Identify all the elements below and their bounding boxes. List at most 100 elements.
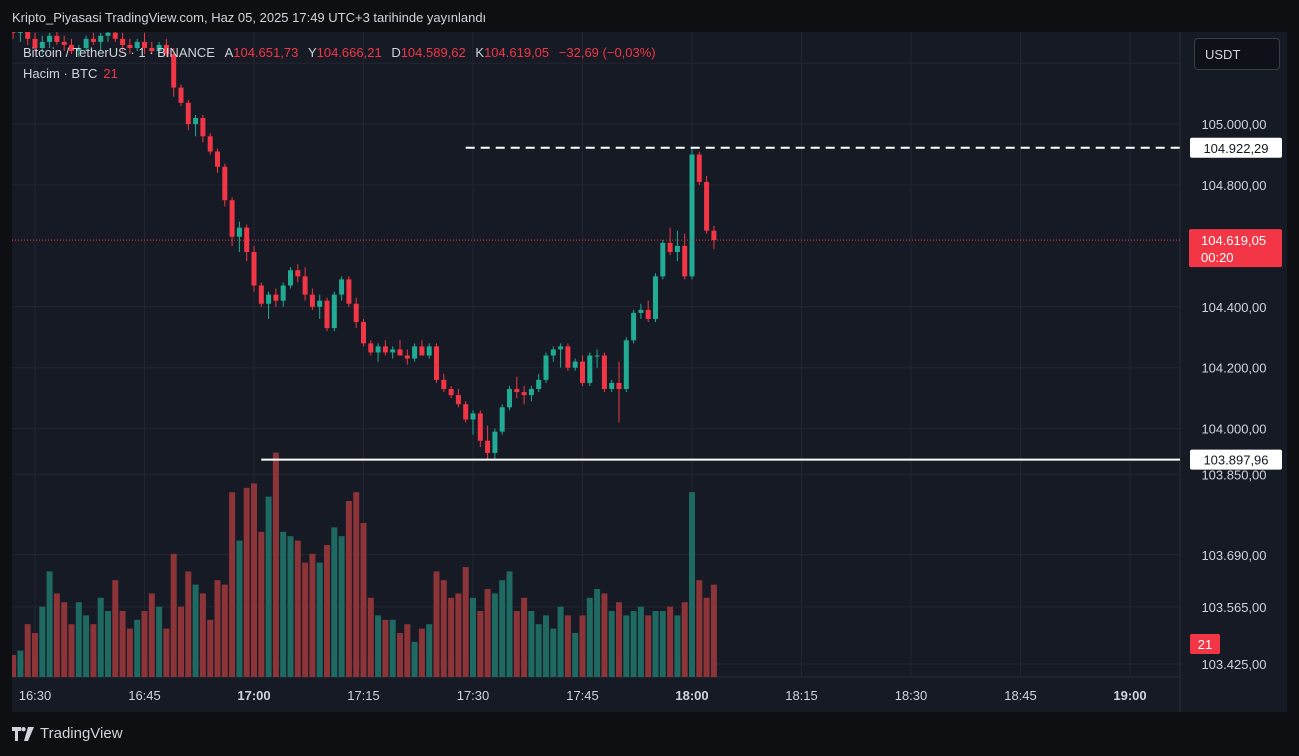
candle-body — [558, 346, 564, 350]
volume-bar — [506, 571, 513, 677]
candle-body — [98, 35, 104, 42]
candle-body — [550, 349, 556, 356]
volume-bar — [637, 606, 644, 677]
high-label: Y — [307, 45, 317, 60]
candlestick-chart[interactable]: 105.200,00105.000,00104.800,00104.400,00… — [12, 32, 1287, 712]
candle-body — [499, 407, 505, 432]
volume-bar — [105, 611, 111, 677]
volume-bar — [462, 567, 469, 677]
volume-bar — [199, 593, 206, 677]
volume-bar — [543, 615, 549, 677]
volume-badge-bg — [1190, 634, 1220, 654]
support-price-label: 103.897,96 — [1203, 453, 1268, 468]
candle-body — [120, 38, 126, 45]
ohlc-legend: Bitcoin / TetherUS · 1 · BINANCE A104.65… — [23, 45, 656, 60]
candle-body — [601, 355, 607, 390]
volume-legend: Hacim · BTC 21 — [23, 66, 118, 81]
volume-bar — [294, 540, 301, 677]
candle-body — [521, 392, 527, 396]
price-tick-label: 104.000,00 — [1201, 422, 1266, 437]
overlays — [12, 146, 1180, 461]
candle-body — [572, 361, 578, 368]
candle-body — [667, 242, 673, 252]
candle-body — [565, 346, 571, 368]
candle-body — [47, 35, 53, 42]
volume-bar — [652, 611, 659, 677]
volume-bar — [97, 597, 104, 677]
candle-body — [463, 404, 469, 420]
candle-body — [485, 440, 491, 453]
candle-body — [54, 35, 60, 42]
candle-body — [273, 294, 279, 301]
volume-bar — [616, 602, 622, 677]
volume-bar — [119, 611, 126, 677]
tradingview-logo-icon — [12, 726, 34, 741]
volume-bar — [280, 531, 287, 677]
candle-body — [105, 32, 111, 36]
volume-bar — [12, 655, 17, 677]
close-value: 104.619,05 — [484, 45, 550, 60]
symbol-label: Bitcoin / TetherUS · 1 · BINANCE — [23, 45, 215, 60]
candle-body — [382, 346, 388, 353]
volume-bar — [207, 619, 214, 677]
volume-bar — [659, 611, 666, 677]
time-tick-label: 16:45 — [128, 688, 161, 703]
candle-body — [127, 44, 133, 48]
volume-bar — [448, 597, 455, 677]
candle-body — [163, 44, 169, 55]
support-price-label-bg — [1190, 449, 1282, 470]
candle-body — [12, 32, 16, 33]
candle-body — [397, 349, 403, 356]
volume-bar — [513, 611, 520, 677]
volume-bar — [83, 615, 90, 677]
countdown-label: 00:20 — [1201, 250, 1234, 265]
candle-body — [492, 431, 498, 453]
candle-body — [39, 41, 45, 48]
volume-bar — [484, 589, 491, 677]
candle-body — [76, 47, 82, 52]
volume-bar — [236, 540, 243, 677]
change-value: −32,69 (−0,03%) — [558, 45, 656, 60]
volume-bar — [345, 501, 352, 677]
candle-body — [368, 343, 374, 353]
volume-bar — [156, 606, 163, 677]
candle-body — [361, 322, 366, 344]
price-axis: 105.200,00105.000,00104.800,00104.400,00… — [1189, 56, 1282, 672]
candle-body — [215, 151, 220, 167]
volume-bar — [243, 487, 250, 677]
open-label: A — [224, 45, 234, 60]
volume-bar — [594, 589, 601, 677]
time-tick-label: 16:30 — [19, 688, 52, 703]
candle-body — [61, 41, 67, 45]
volume-bar — [185, 571, 192, 677]
volume-bar — [397, 633, 403, 677]
volume-bar — [499, 580, 506, 677]
time-axis: 16:30 16:45 17:00 17:15 17:30 17:45 18:00 18:15… — [19, 688, 1147, 703]
volume-bar — [667, 606, 674, 677]
volume-bar — [521, 597, 528, 677]
time-tick-label: 18:45 — [1004, 688, 1037, 703]
candle-body — [441, 379, 447, 390]
volume-bar — [272, 452, 279, 677]
volume-bar — [550, 628, 557, 677]
candle-body — [404, 355, 410, 359]
volume-value: 21 — [103, 66, 118, 81]
candle-body — [536, 379, 542, 390]
candle-body — [419, 346, 425, 356]
volume-bar — [331, 527, 338, 677]
volume-bar — [411, 641, 418, 677]
time-tick-label: 18:00 — [675, 688, 708, 703]
volume-bar — [309, 553, 316, 677]
currency-button[interactable]: USDT — [1194, 38, 1280, 70]
candle-body — [711, 230, 717, 241]
candle-body — [528, 389, 534, 396]
current-price-badge-bg — [1189, 229, 1282, 268]
candle-body — [222, 166, 228, 201]
candle-body — [638, 309, 644, 313]
volume-bar — [579, 615, 586, 677]
volume-bar — [696, 580, 703, 677]
candle-body — [609, 382, 615, 390]
candle-body — [543, 355, 549, 380]
volume-bar — [601, 593, 608, 677]
volume-bar — [440, 580, 447, 677]
